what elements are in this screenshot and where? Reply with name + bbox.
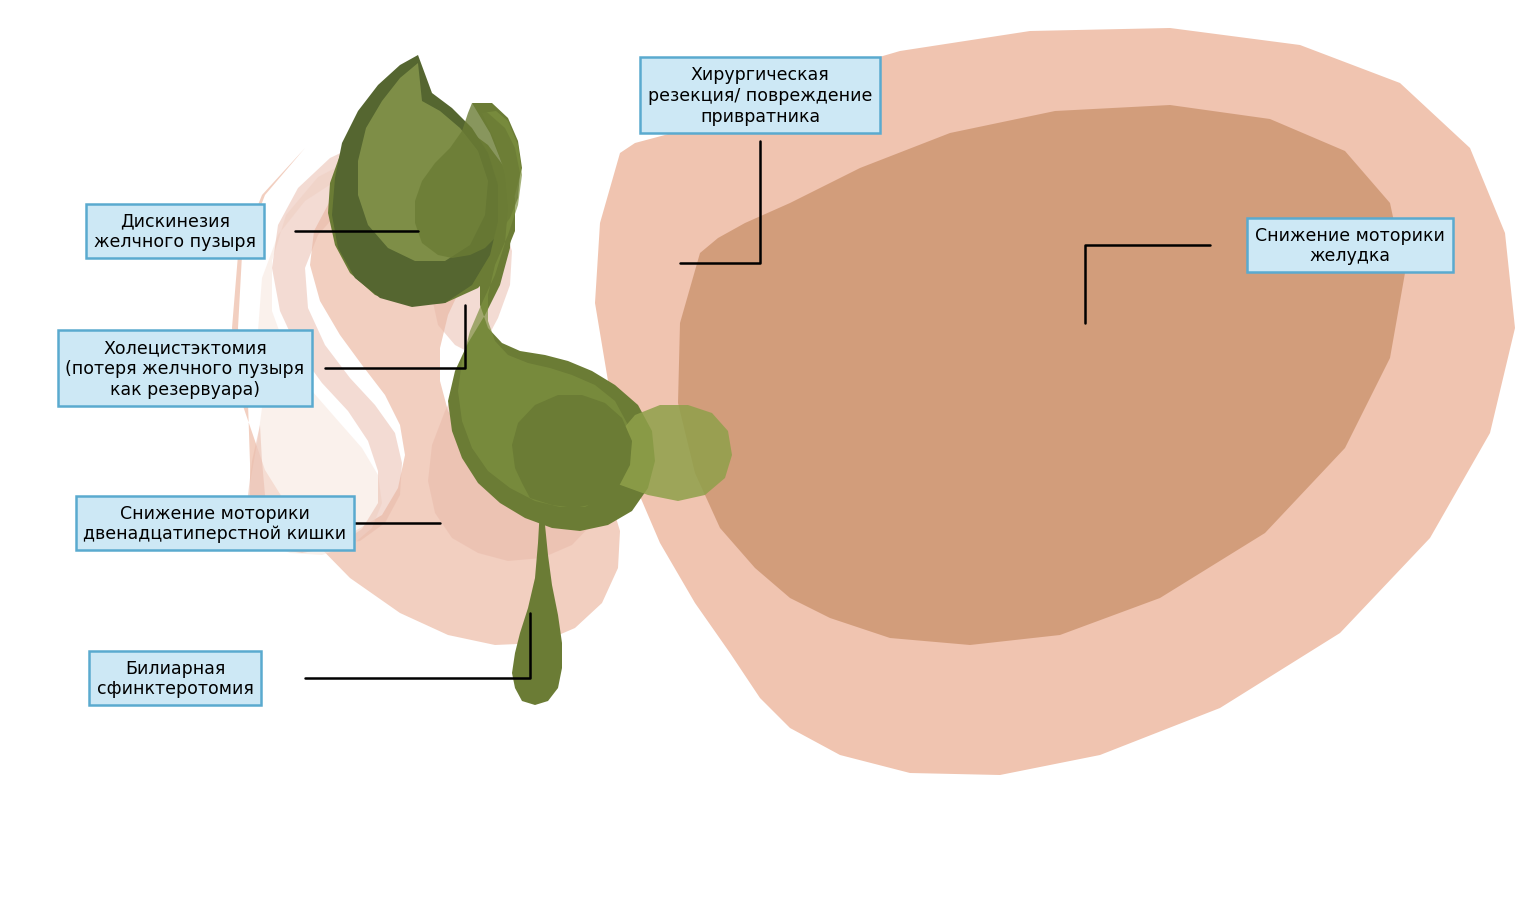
Polygon shape bbox=[594, 29, 1514, 775]
Polygon shape bbox=[511, 396, 631, 508]
Text: Снижение моторики
желудка: Снижение моторики желудка bbox=[1255, 227, 1445, 265]
Text: Хирургическая
резекция/ повреждение
привратника: Хирургическая резекция/ повреждение прив… bbox=[648, 66, 872, 126]
Polygon shape bbox=[232, 116, 621, 646]
Text: Снижение моторики
двенадцатиперстной кишки: Снижение моторики двенадцатиперстной киш… bbox=[83, 504, 347, 543]
Polygon shape bbox=[247, 144, 422, 555]
Polygon shape bbox=[458, 112, 631, 507]
Polygon shape bbox=[247, 134, 608, 562]
Polygon shape bbox=[329, 84, 515, 305]
Polygon shape bbox=[415, 104, 521, 259]
Polygon shape bbox=[358, 64, 488, 262]
Polygon shape bbox=[511, 508, 562, 705]
Polygon shape bbox=[677, 106, 1405, 646]
Polygon shape bbox=[611, 405, 733, 501]
Polygon shape bbox=[449, 104, 654, 531]
Text: Билиарная
сфинктеротомия: Билиарная сфинктеротомия bbox=[97, 659, 253, 698]
Text: Дискинезия
желчного пузыря: Дискинезия желчного пузыря bbox=[94, 212, 257, 251]
Text: Холецистэктомия
(потеря желчного пузыря
как резервуара): Холецистэктомия (потеря желчного пузыря … bbox=[66, 339, 304, 398]
Polygon shape bbox=[332, 56, 498, 308]
